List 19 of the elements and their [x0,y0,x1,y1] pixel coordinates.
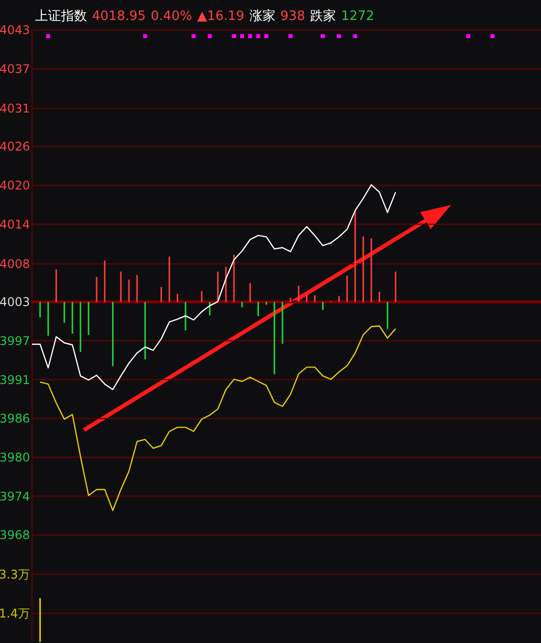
y-tick-label: 4003 [0,295,30,310]
y-tick-label: 3991 [0,372,30,387]
y-tick-label: 4014 [0,217,30,232]
y-tick-label: 4008 [0,257,30,272]
y-tick-label: 3997 [0,334,30,348]
y-tick-label: 4037 [0,62,30,76]
y-tick-label: 4020 [0,178,30,193]
y-tick-label: 4026 [0,140,30,154]
y-tick-label: 4043 [0,23,30,38]
y-tick-label: 1.4万 [0,606,30,620]
y-tick-label: 3.3万 [0,567,30,582]
y-tick-label: 3980 [0,450,30,465]
line-series [39,325,396,512]
y-tick-label: 3986 [0,412,30,426]
chart-title: 上证指数 4018.95 0.40% ▲16.19 涨家 938 跌家 1272 [35,8,374,24]
y-tick-label: 4031 [0,102,30,116]
line-series [31,184,396,390]
y-tick-label: 3974 [0,489,30,504]
y-tick-label: 3968 [0,528,30,542]
